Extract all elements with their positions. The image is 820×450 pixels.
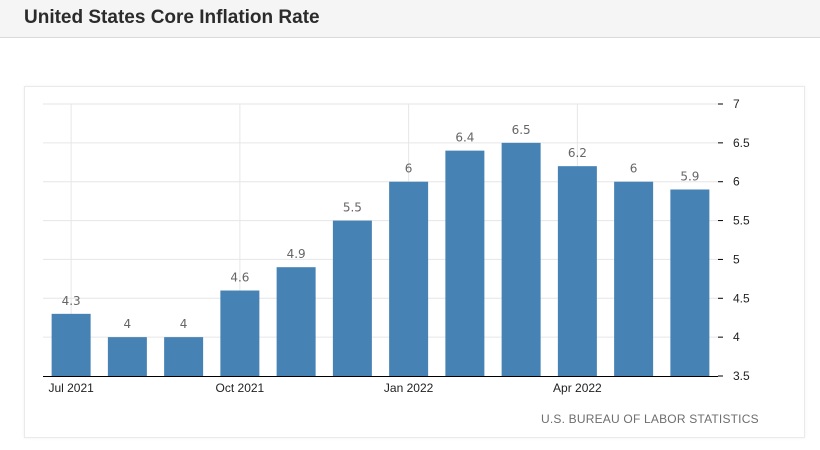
data-label: 6 <box>405 162 413 176</box>
data-label: 4 <box>124 317 132 331</box>
bar <box>164 337 204 376</box>
y-tick-label: 6.5 <box>733 136 750 150</box>
source-label: U.S. BUREAU OF LABOR STATISTICS <box>541 412 759 426</box>
y-tick-label: 3.5 <box>733 369 750 383</box>
header-bar: United States Core Inflation Rate <box>0 0 820 38</box>
bar <box>107 337 147 376</box>
data-label: 4 <box>180 317 188 331</box>
y-tick-label: 5 <box>733 252 740 266</box>
bar <box>501 142 541 376</box>
data-label: 4.6 <box>230 271 249 285</box>
x-tick-label: Jan 2022 <box>384 381 434 395</box>
bar <box>557 166 597 376</box>
data-label: 6.4 <box>455 131 474 145</box>
data-label: 5.5 <box>343 201 362 215</box>
y-tick-label: 4 <box>733 330 740 344</box>
x-tick-label: Apr 2022 <box>553 381 602 395</box>
bar <box>614 181 654 376</box>
y-tick-label: 7 <box>733 97 740 111</box>
bar <box>389 181 429 376</box>
x-tick-label: Oct 2021 <box>216 381 265 395</box>
bar <box>276 267 316 376</box>
data-label: 6 <box>630 162 638 176</box>
bar <box>51 313 91 376</box>
data-label: 5.9 <box>680 169 699 183</box>
data-label: 6.2 <box>568 146 587 160</box>
y-tick-label: 4.5 <box>733 291 750 305</box>
data-label: 4.3 <box>62 294 81 308</box>
bar <box>332 220 372 376</box>
data-label: 4.9 <box>287 247 306 261</box>
bar <box>445 150 485 376</box>
bar <box>670 189 710 376</box>
x-tick-label: Jul 2021 <box>48 381 94 395</box>
y-tick-label: 6 <box>733 175 740 189</box>
y-tick-label: 5.5 <box>733 214 750 228</box>
page-title: United States Core Inflation Rate <box>24 7 320 28</box>
bar <box>220 290 260 376</box>
data-label: 6.5 <box>512 123 531 137</box>
